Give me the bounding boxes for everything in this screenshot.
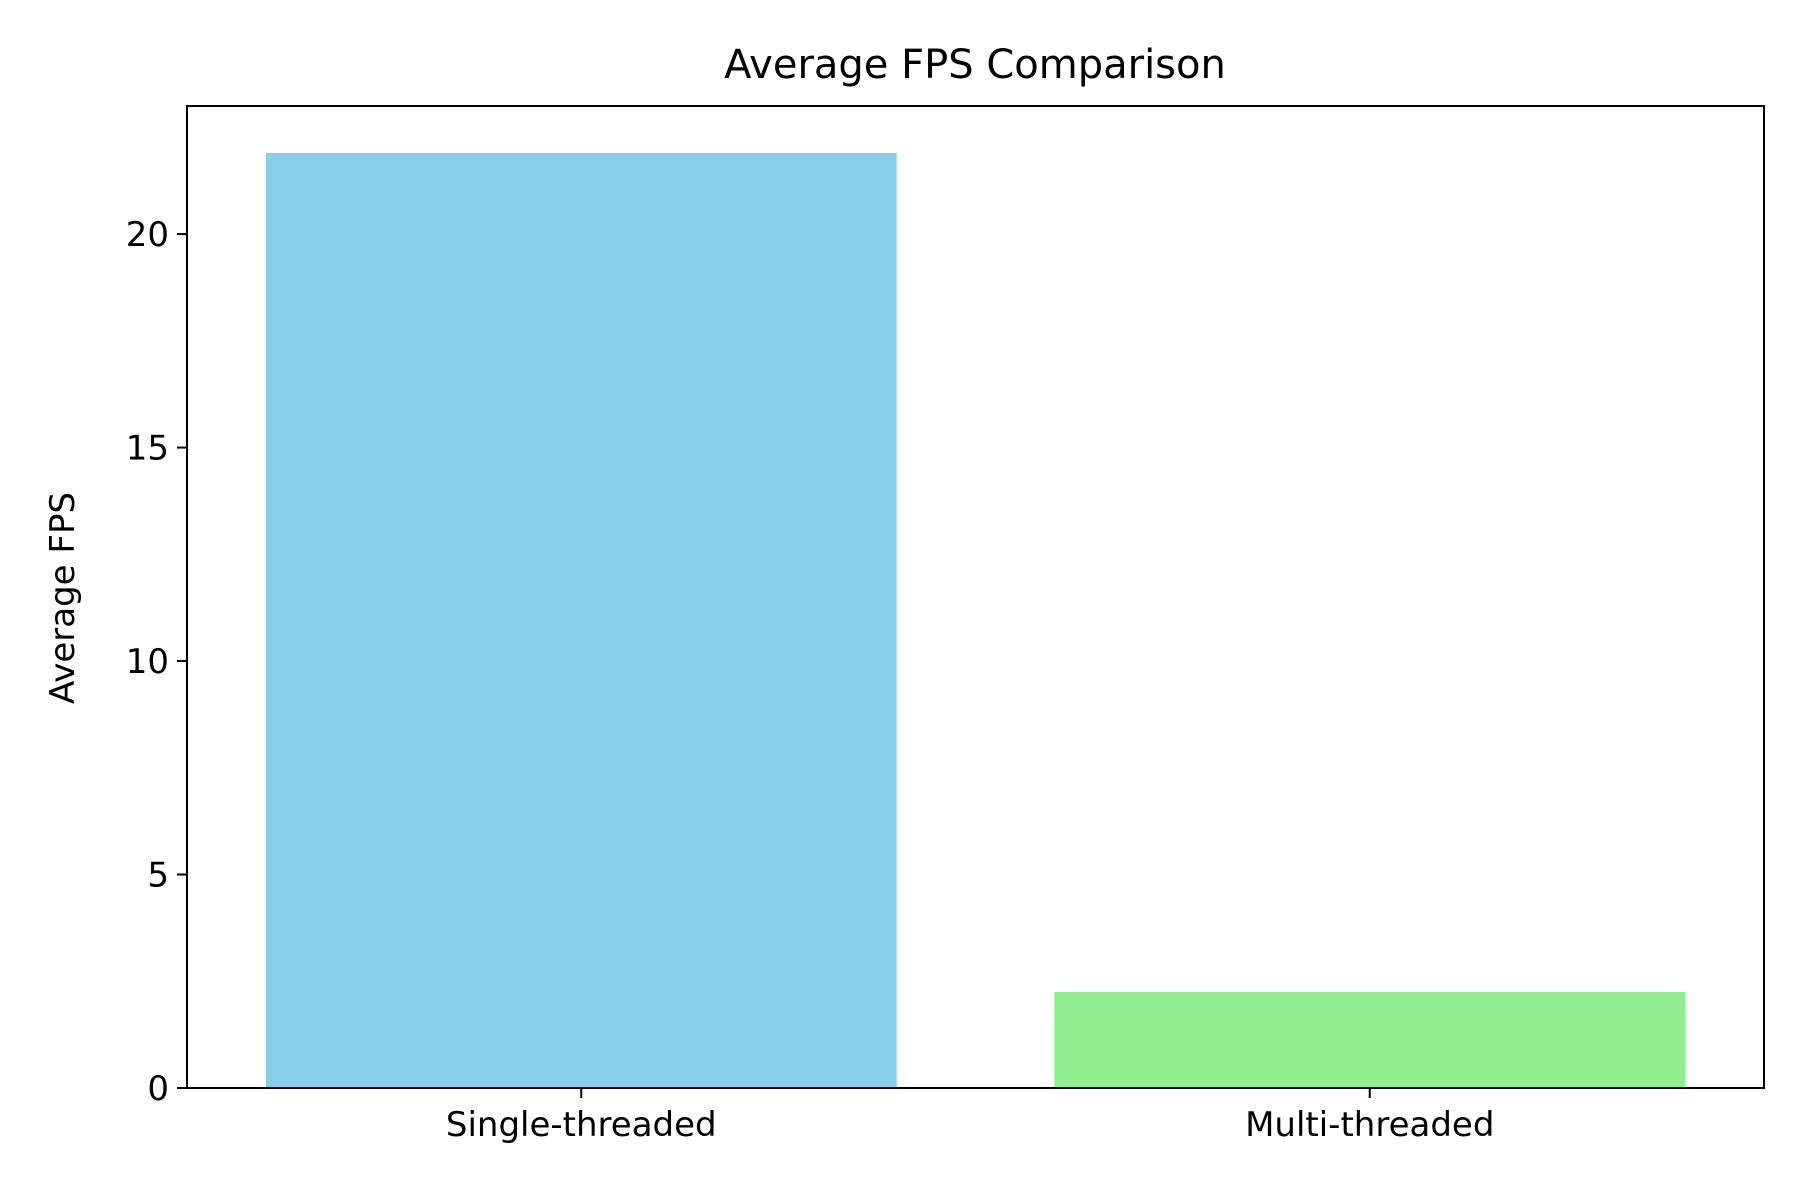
x-tick-label: Multi-threaded xyxy=(1245,1105,1494,1145)
y-axis-label: Average FPS xyxy=(43,492,83,704)
plot-area: Single-threaded Multi-threaded 0 5 10 15 20 xyxy=(126,105,1765,1145)
y-tick-label: 15 xyxy=(126,429,169,469)
x-tick-label: Single-threaded xyxy=(446,1105,717,1145)
bar-single-threaded xyxy=(265,152,897,1088)
chart-title: Average FPS Comparison xyxy=(724,42,1226,88)
bar-multi-threaded xyxy=(1054,991,1686,1088)
y-tick-label: 10 xyxy=(126,642,169,682)
y-tick-label: 20 xyxy=(126,215,169,255)
y-tick-label: 5 xyxy=(147,856,169,896)
y-tick-label: 0 xyxy=(147,1069,169,1109)
plot-frame xyxy=(186,105,1765,1089)
